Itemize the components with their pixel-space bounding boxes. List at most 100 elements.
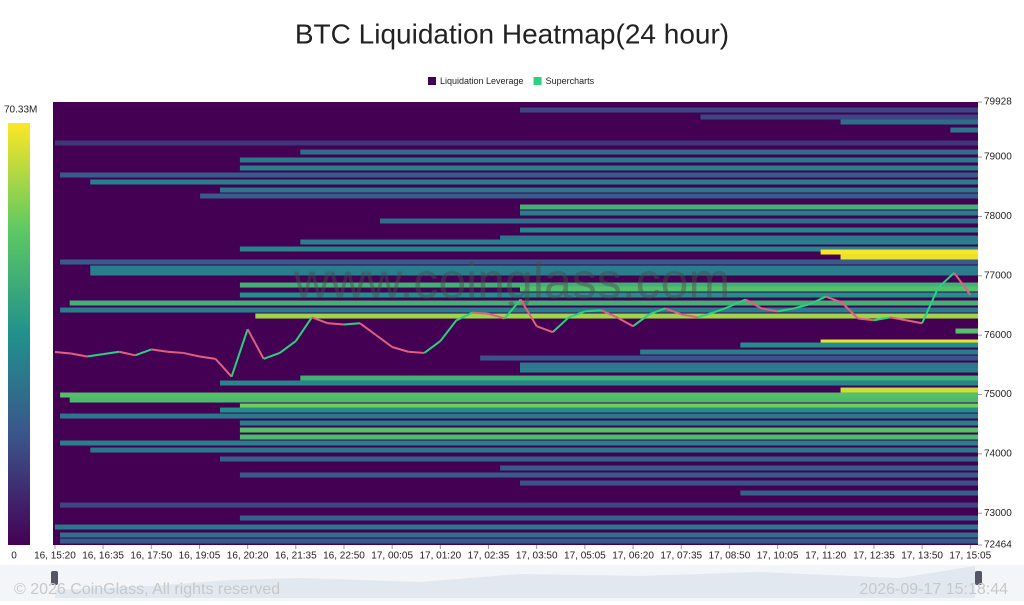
price-segment (664, 307, 682, 316)
x-tick-label: 17, 15:05 (949, 551, 991, 562)
heat-band (519, 362, 978, 368)
heat-band (60, 392, 978, 398)
heatmap (54, 107, 978, 544)
x-tick-label: 16, 19:05 (179, 551, 221, 562)
price-segment (455, 311, 473, 322)
price-segment (873, 316, 891, 322)
y-tick-label: 73000 (984, 508, 1012, 519)
price-segment (151, 348, 168, 353)
price-segment (921, 287, 940, 324)
heat-band (740, 490, 978, 496)
heat-band (519, 227, 978, 233)
x-tick-label: 17, 01:20 (419, 551, 461, 562)
heat-band (840, 119, 978, 125)
price-segment (519, 299, 538, 327)
price-segment (857, 317, 875, 322)
navigator-handle[interactable] (975, 571, 982, 585)
heat-band (640, 349, 978, 355)
price-segment (439, 319, 458, 342)
color-bar-label: 0 (11, 551, 17, 562)
price-segment (472, 311, 489, 315)
heat-band (60, 532, 978, 538)
price-segment (167, 350, 184, 354)
price-segment (54, 350, 72, 355)
price-segment (70, 352, 88, 358)
price-segment (391, 346, 409, 353)
x-tick-label: 16, 16:35 (82, 551, 124, 562)
heat-band (950, 127, 978, 133)
x-tick-label: 17, 07:35 (660, 551, 702, 562)
color-bar-label: 70.33M (4, 105, 37, 116)
price-segment (503, 298, 522, 320)
heat-band (239, 165, 978, 171)
heat-band (300, 375, 978, 381)
y-tick-label: 79000 (984, 152, 1012, 163)
heat-band (90, 265, 978, 271)
price-segment (118, 350, 136, 357)
heat-band (480, 355, 978, 361)
footer: © 2026 CoinGlass, All rights reserved (14, 581, 280, 598)
heat-band (60, 502, 978, 508)
heat-band (60, 538, 978, 544)
legend-swatch (533, 77, 542, 85)
price-segment (536, 325, 554, 334)
x-tick-label: 16, 21:35 (275, 551, 317, 562)
price-segment (183, 351, 200, 358)
heat-band (220, 407, 978, 413)
price-segment (408, 350, 425, 354)
price-segment (889, 316, 907, 322)
heat-band (840, 254, 978, 260)
x-tick-label: 17, 08:50 (709, 551, 751, 562)
price-segment (841, 301, 859, 320)
legend-swatch (428, 77, 436, 85)
y-tick-label: 72464 (984, 540, 1012, 551)
heat-band (239, 434, 978, 440)
price-line (54, 272, 972, 378)
y-tick-label: 77000 (984, 270, 1012, 281)
heat-band (220, 380, 978, 386)
y-tick-label: 78000 (984, 211, 1012, 222)
x-tick-label: 17, 03:50 (516, 551, 558, 562)
navigator-area (55, 566, 975, 598)
heat-band (740, 342, 978, 348)
price-segment (744, 298, 763, 310)
heat-band (519, 204, 978, 210)
x-tick-label: 17, 12:35 (853, 551, 895, 562)
heat-band (90, 270, 978, 276)
price-segment (230, 328, 249, 377)
heat-band (955, 328, 978, 334)
price-segment (713, 305, 730, 314)
price-segment (600, 309, 618, 319)
price-segment (375, 334, 393, 348)
price-segment (279, 340, 297, 354)
price-segment (632, 313, 650, 328)
heat-band (90, 447, 978, 453)
price-segment (937, 272, 955, 289)
price-segment (343, 322, 361, 326)
price-segment (359, 322, 377, 336)
heat-band (840, 387, 978, 393)
heat-band (519, 367, 978, 373)
price-segment (488, 312, 505, 320)
heat-band (60, 413, 978, 419)
price-segment (311, 316, 329, 325)
y-tick-label: 75000 (984, 389, 1012, 400)
x-tick-label: 17, 05:05 (564, 551, 606, 562)
price-segment (134, 348, 152, 357)
navigator-handle[interactable] (51, 571, 58, 585)
price-segment (214, 358, 233, 378)
legend: Liquidation Leverage Supercharts (428, 76, 595, 86)
x-tick-label: 16, 15:20 (34, 551, 76, 562)
watermark: www.coinglass.com (293, 253, 730, 309)
x-tick-label: 17, 02:35 (468, 551, 510, 562)
price-segment (777, 307, 794, 313)
price-segment (616, 316, 634, 328)
y-tick-label: 79928 (984, 97, 1012, 108)
heat-band (700, 114, 978, 120)
heat-band (239, 427, 978, 433)
price-segment (793, 303, 810, 310)
x-tick-label: 16, 20:20 (227, 551, 269, 562)
heat-band (200, 193, 978, 199)
heat-band (60, 259, 978, 265)
